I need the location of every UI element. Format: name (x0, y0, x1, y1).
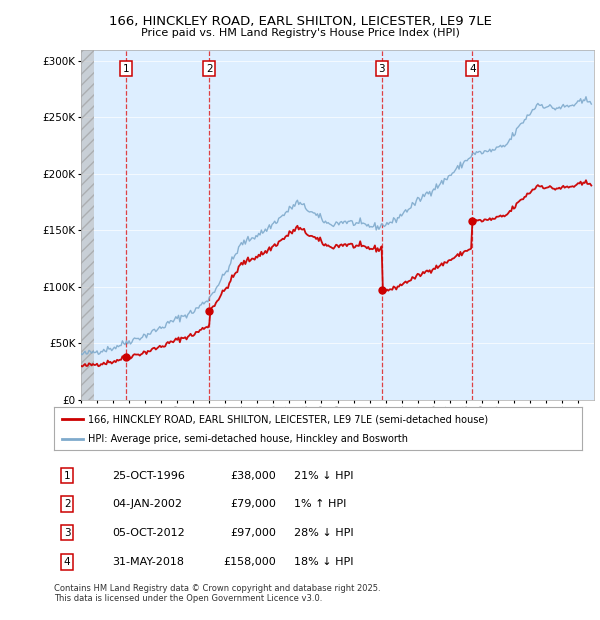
Text: £38,000: £38,000 (230, 471, 276, 480)
Text: HPI: Average price, semi-detached house, Hinckley and Bosworth: HPI: Average price, semi-detached house,… (88, 434, 409, 444)
Text: 31-MAY-2018: 31-MAY-2018 (112, 557, 184, 567)
Text: £79,000: £79,000 (230, 499, 276, 509)
Text: Price paid vs. HM Land Registry's House Price Index (HPI): Price paid vs. HM Land Registry's House … (140, 28, 460, 38)
Text: 18% ↓ HPI: 18% ↓ HPI (294, 557, 354, 567)
Text: 166, HINCKLEY ROAD, EARL SHILTON, LEICESTER, LE9 7LE: 166, HINCKLEY ROAD, EARL SHILTON, LEICES… (109, 16, 491, 29)
Text: 3: 3 (379, 64, 385, 74)
Text: Contains HM Land Registry data © Crown copyright and database right 2025.
This d: Contains HM Land Registry data © Crown c… (54, 584, 380, 603)
Text: 1% ↑ HPI: 1% ↑ HPI (294, 499, 347, 509)
Text: 04-JAN-2002: 04-JAN-2002 (112, 499, 182, 509)
Text: 28% ↓ HPI: 28% ↓ HPI (294, 528, 354, 538)
Text: 05-OCT-2012: 05-OCT-2012 (112, 528, 185, 538)
Text: 4: 4 (469, 64, 476, 74)
Text: 25-OCT-1996: 25-OCT-1996 (112, 471, 185, 480)
Text: 2: 2 (64, 499, 71, 509)
Text: 3: 3 (64, 528, 71, 538)
Text: 1: 1 (64, 471, 71, 480)
Text: 4: 4 (64, 557, 71, 567)
Text: 2: 2 (206, 64, 212, 74)
Text: 166, HINCKLEY ROAD, EARL SHILTON, LEICESTER, LE9 7LE (semi-detached house): 166, HINCKLEY ROAD, EARL SHILTON, LEICES… (88, 414, 488, 424)
Bar (81, 50, 94, 400)
Text: £158,000: £158,000 (223, 557, 276, 567)
Text: 1: 1 (123, 64, 130, 74)
Text: £97,000: £97,000 (230, 528, 276, 538)
Text: 21% ↓ HPI: 21% ↓ HPI (294, 471, 354, 480)
